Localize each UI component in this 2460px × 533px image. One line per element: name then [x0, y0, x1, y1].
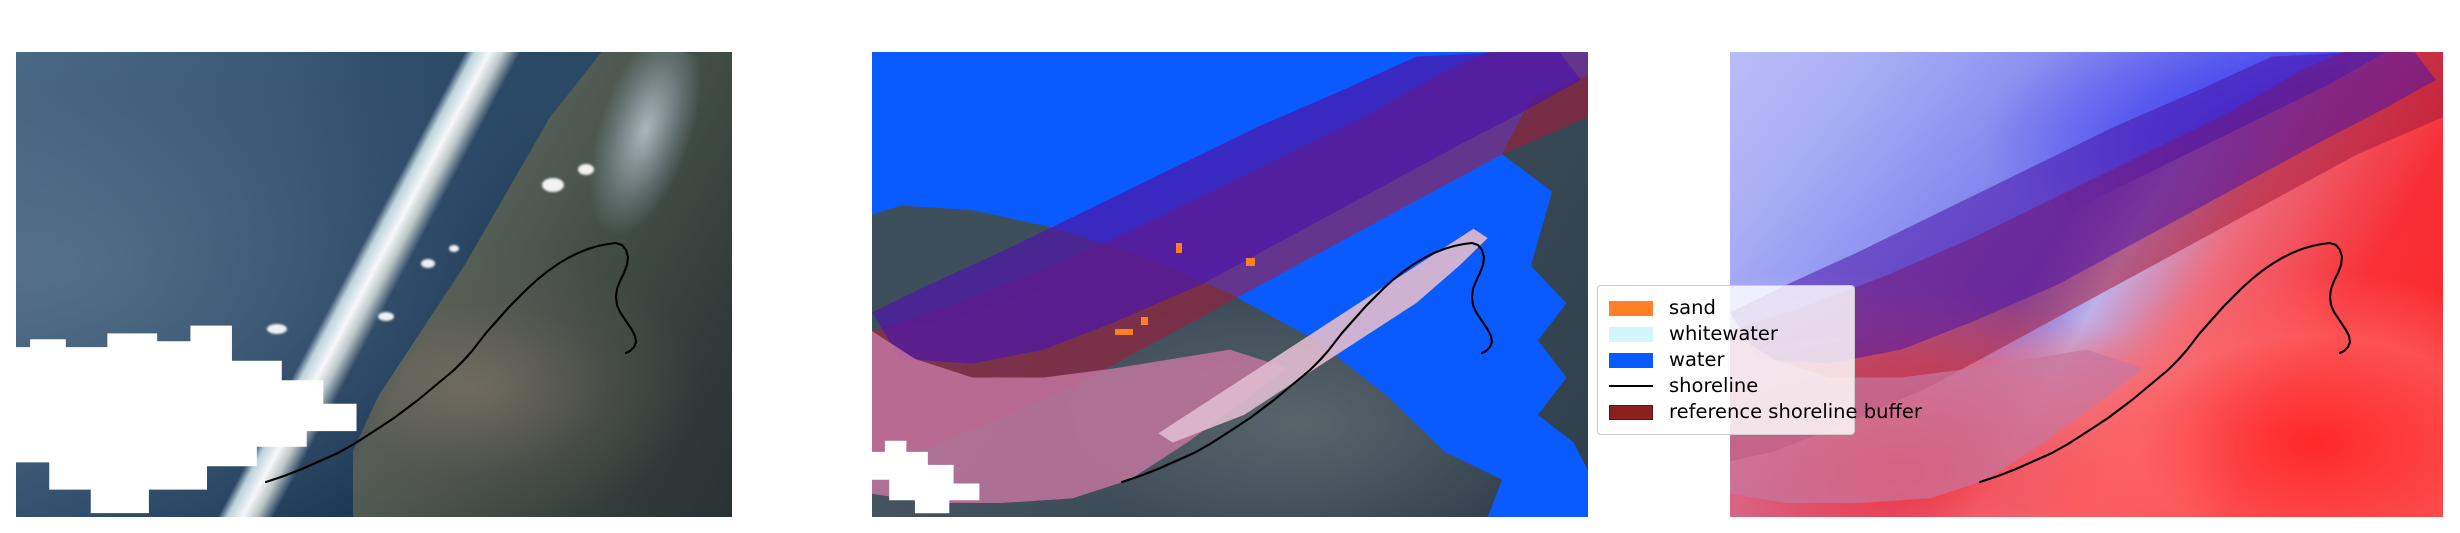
whitecap-patch — [377, 312, 394, 322]
sand-pixel — [1140, 317, 1148, 326]
shoreline-overlay — [1120, 241, 1494, 484]
shoreline-path — [264, 241, 638, 484]
sand-swatch-icon — [1609, 300, 1653, 316]
whitecap-patch — [449, 244, 460, 252]
whitecap-patch — [542, 177, 565, 192]
panel-nzd0001[interactable]: nzd0001 — [16, 52, 732, 517]
legend-item-water[interactable]: water — [1609, 347, 1844, 373]
panel-1-axes — [16, 52, 732, 517]
legend-label-whitewater: whitewater — [1669, 322, 1778, 346]
legend-label-water: water — [1669, 348, 1725, 372]
whitecap-patch — [578, 163, 595, 175]
shoreline-path — [1978, 241, 2352, 484]
shoreline-path — [1120, 241, 1494, 484]
sand-pixel — [1115, 328, 1134, 335]
panel-2-axes — [872, 52, 1588, 517]
sand-pixel — [1245, 257, 1255, 266]
shoreline-overlay — [1978, 241, 2352, 484]
panel-2023-05-23-22-16-53[interactable]: 2023-05-23-22-16-53 — [872, 52, 1588, 517]
sand-pixel — [1176, 242, 1183, 253]
legend-label-reference-shoreline-buffer: reference shoreline buffer — [1669, 400, 1922, 424]
legend-item-whitewater[interactable]: whitewater — [1609, 321, 1844, 347]
water-swatch-icon — [1609, 352, 1653, 368]
legend-label-shoreline: shoreline — [1669, 374, 1759, 398]
whitecap-patch — [420, 258, 435, 268]
legend-item-sand[interactable]: sand — [1609, 295, 1844, 321]
whitecap-patch — [266, 324, 287, 335]
reference-buffer-swatch-icon — [1609, 404, 1653, 420]
legend-item-shoreline[interactable]: shoreline — [1609, 373, 1844, 399]
legend-label-sand: sand — [1669, 296, 1716, 320]
legend-box[interactable]: sand whitewater water shoreline referenc… — [1597, 285, 1922, 435]
shoreline-overlay — [264, 241, 638, 484]
whitewater-swatch-icon — [1609, 326, 1653, 342]
legend-item-reference-shoreline-buffer[interactable]: reference shoreline buffer — [1609, 399, 1922, 425]
shoreline-line-icon — [1609, 385, 1653, 387]
